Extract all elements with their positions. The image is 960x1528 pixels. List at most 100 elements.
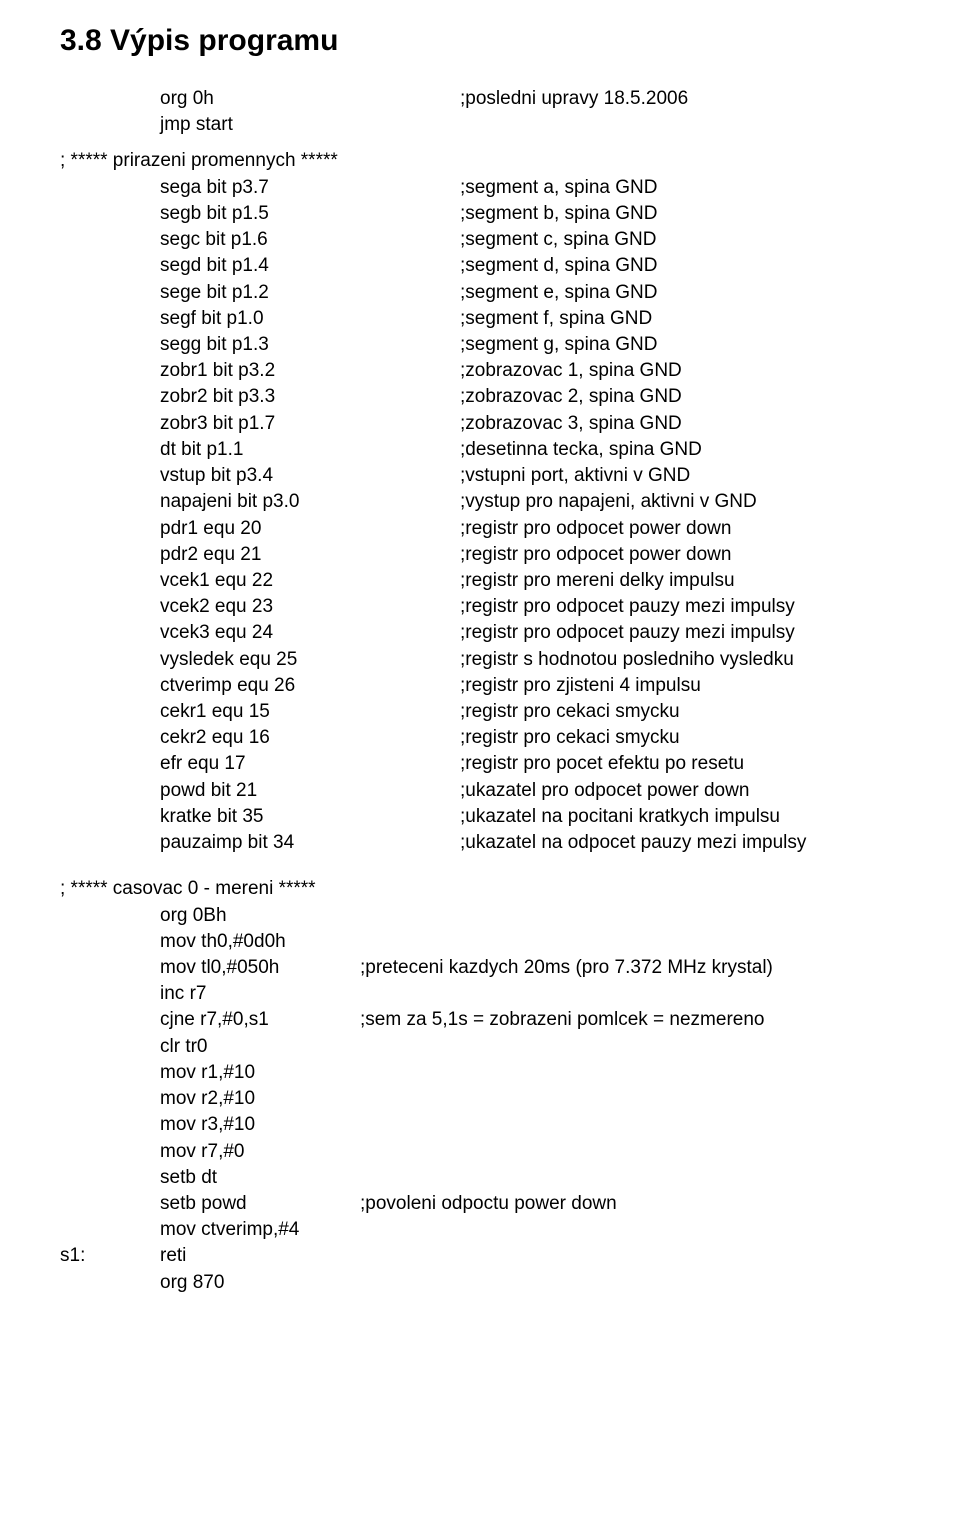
code-label: s1:	[60, 1243, 110, 1269]
code-left: segc bit p1.6	[160, 227, 460, 253]
code-comment: ;segment g, spina GND	[460, 332, 657, 358]
code-left: pauzaimp bit 34	[160, 830, 460, 856]
code-comment: ;posledni upravy 18.5.2006	[460, 86, 688, 112]
code-left: vcek1 equ 22	[160, 568, 460, 594]
section-label-2: ; ***** prirazeni promennych *****	[60, 148, 960, 174]
code-row: zobr3 bit p1.7;zobrazovac 3, spina GND	[160, 411, 960, 437]
code-left: segb bit p1.5	[160, 201, 460, 227]
code-left: org 0h	[160, 86, 460, 112]
code-left: segd bit p1.4	[160, 253, 460, 279]
code-comment: ;registr pro mereni delky impulsu	[460, 568, 735, 594]
code-left: ctverimp equ 26	[160, 673, 460, 699]
code-left: mov ctverimp,#4	[110, 1217, 360, 1243]
code-row: kratke bit 35;ukazatel na pocitani kratk…	[160, 804, 960, 830]
code-row: sege bit p1.2;segment e, spina GND	[160, 280, 960, 306]
code-comment: ;segment a, spina GND	[460, 175, 657, 201]
code-left: clr tr0	[110, 1034, 360, 1060]
code-left: zobr3 bit p1.7	[160, 411, 460, 437]
code-left: reti	[110, 1243, 360, 1269]
code-label	[60, 981, 110, 1007]
code-row: mov r1,#10	[60, 1060, 960, 1086]
code-label	[60, 929, 110, 955]
code-row: segd bit p1.4;segment d, spina GND	[160, 253, 960, 279]
section-label-3: ; ***** casovac 0 - mereni *****	[60, 876, 960, 902]
code-row: sega bit p3.7;segment a, spina GND	[160, 175, 960, 201]
code-row: mov r7,#0	[60, 1139, 960, 1165]
code-comment: ;segment e, spina GND	[460, 280, 657, 306]
code-label	[60, 955, 110, 981]
code-row: mov ctverimp,#4	[60, 1217, 960, 1243]
code-left: mov th0,#0d0h	[110, 929, 360, 955]
code-row: vcek2 equ 23;registr pro odpocet pauzy m…	[160, 594, 960, 620]
code-label	[60, 1165, 110, 1191]
code-block-3: org 0Bhmov th0,#0d0hmov tl0,#050h;pretec…	[60, 903, 960, 1296]
code-row: mov r3,#10	[60, 1112, 960, 1138]
code-row: ctverimp equ 26;registr pro zjisteni 4 i…	[160, 673, 960, 699]
code-left: sege bit p1.2	[160, 280, 460, 306]
code-label	[60, 1139, 110, 1165]
code-label	[60, 1007, 110, 1033]
code-left: cekr2 equ 16	[160, 725, 460, 751]
code-comment: ;registr pro zjisteni 4 impulsu	[460, 673, 701, 699]
code-row: jmp start	[160, 112, 960, 138]
code-row: cekr1 equ 15;registr pro cekaci smycku	[160, 699, 960, 725]
code-row: cekr2 equ 16;registr pro cekaci smycku	[160, 725, 960, 751]
code-comment: ;segment b, spina GND	[460, 201, 657, 227]
code-left: vcek2 equ 23	[160, 594, 460, 620]
code-row: segc bit p1.6;segment c, spina GND	[160, 227, 960, 253]
code-row: zobr1 bit p3.2;zobrazovac 1, spina GND	[160, 358, 960, 384]
code-comment: ;segment c, spina GND	[460, 227, 656, 253]
code-row: pauzaimp bit 34;ukazatel na odpocet pauz…	[160, 830, 960, 856]
code-row: pdr1 equ 20;registr pro odpocet power do…	[160, 516, 960, 542]
code-block-2: sega bit p3.7;segment a, spina GNDsegb b…	[160, 175, 960, 857]
section-heading: 3.8 Výpis programu	[60, 24, 960, 58]
code-comment: ;zobrazovac 3, spina GND	[460, 411, 682, 437]
code-left: mov r3,#10	[110, 1112, 360, 1138]
code-comment: ;registr pro odpocet pauzy mezi impulsy	[460, 620, 795, 646]
code-label	[60, 1060, 110, 1086]
code-left: segf bit p1.0	[160, 306, 460, 332]
code-comment: ;registr pro odpocet power down	[460, 516, 731, 542]
code-left: napajeni bit p3.0	[160, 489, 460, 515]
code-comment: ;registr pro odpocet pauzy mezi impulsy	[460, 594, 795, 620]
code-left: vstup bit p3.4	[160, 463, 460, 489]
code-label	[60, 1112, 110, 1138]
code-label	[60, 903, 110, 929]
code-left: segg bit p1.3	[160, 332, 460, 358]
code-left: mov r1,#10	[110, 1060, 360, 1086]
code-left: org 0Bh	[110, 903, 360, 929]
code-comment: ;registr pro cekaci smycku	[460, 699, 680, 725]
code-row: segf bit p1.0;segment f, spina GND	[160, 306, 960, 332]
code-comment: ;zobrazovac 1, spina GND	[460, 358, 682, 384]
code-row: vstup bit p3.4;vstupni port, aktivni v G…	[160, 463, 960, 489]
code-row: segb bit p1.5;segment b, spina GND	[160, 201, 960, 227]
code-comment: ;registr pro odpocet power down	[460, 542, 731, 568]
code-left: setb dt	[110, 1165, 360, 1191]
code-comment: ;desetinna tecka, spina GND	[460, 437, 702, 463]
code-left: zobr1 bit p3.2	[160, 358, 460, 384]
code-row: dt bit p1.1;desetinna tecka, spina GND	[160, 437, 960, 463]
code-comment: ;ukazatel pro odpocet power down	[460, 778, 749, 804]
code-comment: ;preteceni kazdych 20ms (pro 7.372 MHz k…	[360, 955, 773, 981]
code-comment: ;registr pro cekaci smycku	[460, 725, 680, 751]
code-comment: ;sem za 5,1s = zobrazeni pomlcek = nezme…	[360, 1007, 764, 1033]
code-row: pdr2 equ 21;registr pro odpocet power do…	[160, 542, 960, 568]
code-left: vcek3 equ 24	[160, 620, 460, 646]
code-left: vysledek equ 25	[160, 647, 460, 673]
code-left: org 870	[110, 1270, 360, 1296]
code-comment: ;ukazatel na odpocet pauzy mezi impulsy	[460, 830, 806, 856]
code-left: mov r2,#10	[110, 1086, 360, 1112]
code-left: setb powd	[110, 1191, 360, 1217]
code-row: mov r2,#10	[60, 1086, 960, 1112]
code-row: vcek3 equ 24;registr pro odpocet pauzy m…	[160, 620, 960, 646]
code-left: pdr2 equ 21	[160, 542, 460, 568]
code-left: dt bit p1.1	[160, 437, 460, 463]
code-left: efr equ 17	[160, 751, 460, 777]
code-block-1: org 0h;posledni upravy 18.5.2006jmp star…	[160, 86, 960, 138]
code-left: powd bit 21	[160, 778, 460, 804]
code-left: mov tl0,#050h	[110, 955, 360, 981]
code-row: setb powd;povoleni odpoctu power down	[60, 1191, 960, 1217]
code-row: org 0h;posledni upravy 18.5.2006	[160, 86, 960, 112]
code-comment: ;zobrazovac 2, spina GND	[460, 384, 682, 410]
code-row: clr tr0	[60, 1034, 960, 1060]
